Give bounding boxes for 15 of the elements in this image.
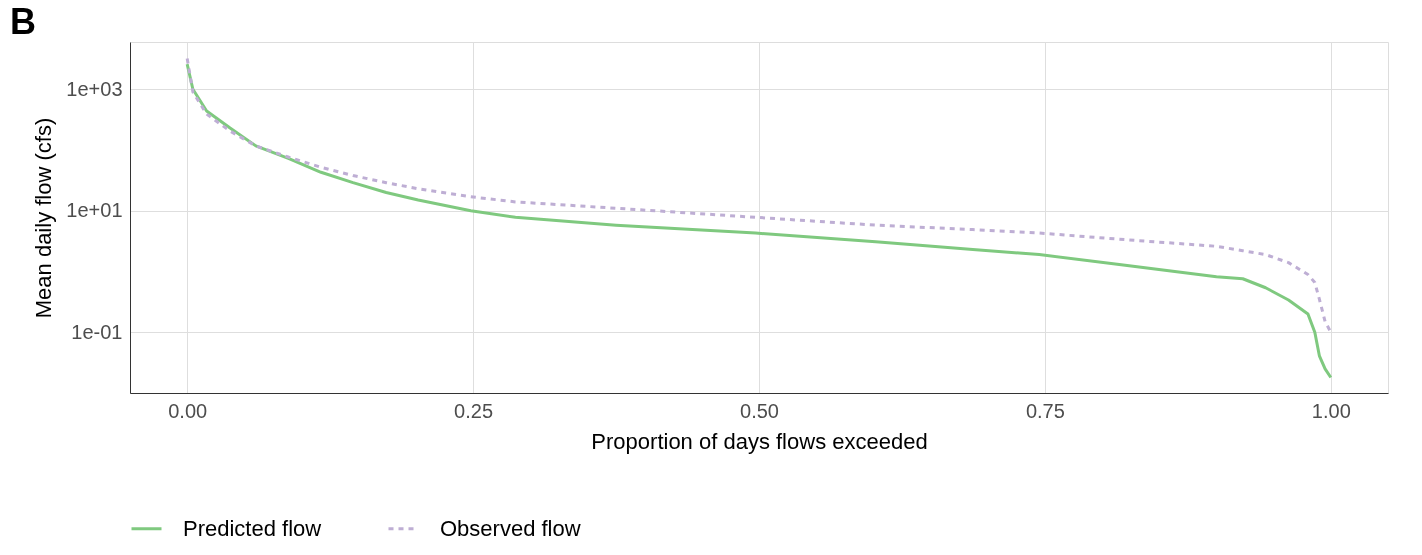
y-tick-label: 1e-01 — [71, 320, 123, 343]
legend-label: Observed flow — [440, 515, 581, 541]
x-tick-label: 0.25 — [454, 399, 494, 422]
x-axis-title: Proportion of days flows exceeded — [591, 428, 928, 454]
line-series — [185, 57, 1333, 334]
legend-label: Predicted flow — [183, 515, 322, 541]
y-axis-title: Mean daily flow (cfs) — [31, 117, 57, 319]
y-tick-label: 1e+01 — [66, 199, 123, 222]
x-tick-label: 0.50 — [740, 399, 779, 422]
line-series — [185, 62, 1333, 379]
chart-title: B — [10, 1, 36, 42]
x-tick-label: 1.00 — [1311, 399, 1351, 422]
x-tick-label: 0.00 — [168, 399, 208, 422]
x-tick-label: 0.75 — [1025, 399, 1065, 422]
y-tick-label: 1e+03 — [66, 77, 123, 100]
